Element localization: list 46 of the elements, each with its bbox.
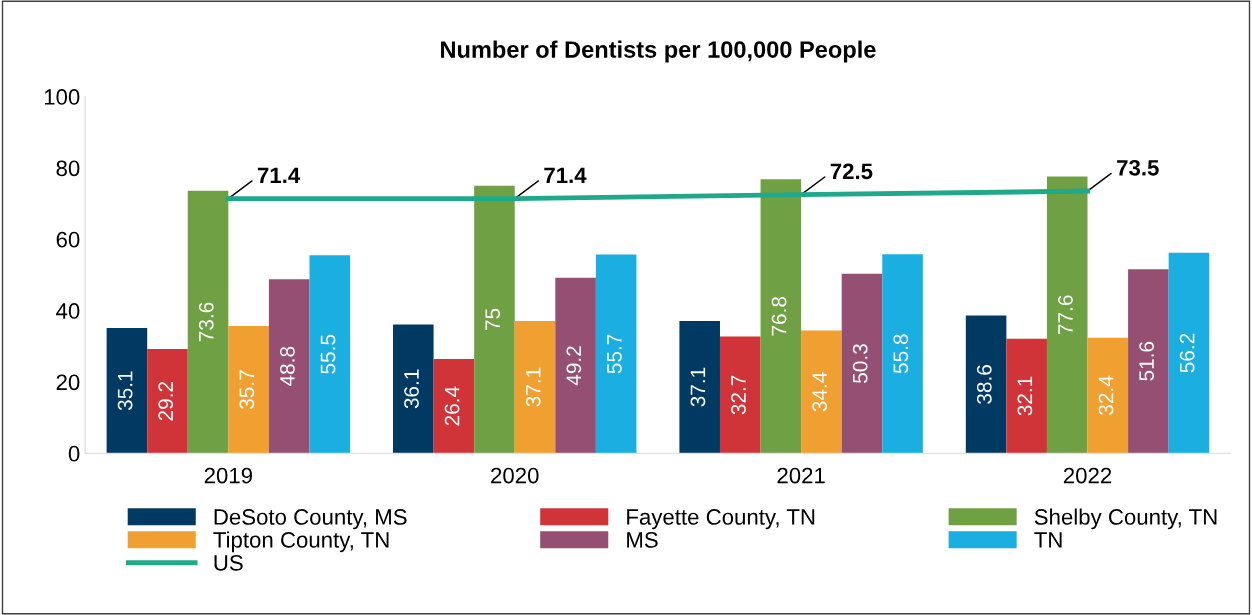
legend-label: Shelby County, TN	[1034, 508, 1217, 530]
data-label: 29.2	[158, 381, 174, 421]
data-label: 55.8	[893, 334, 909, 374]
data-label: 75	[485, 308, 501, 331]
x-tick-label: 2022	[1063, 467, 1112, 484]
data-label: 56.2	[1179, 333, 1195, 373]
x-tick-label: 2019	[204, 467, 252, 484]
data-label: 49.2	[566, 346, 582, 386]
data-label: 77.6	[1058, 295, 1073, 335]
data-label: 48.8	[280, 346, 295, 387]
data-label: 71.4	[257, 167, 301, 183]
data-label: 72.5	[830, 163, 873, 180]
data-label: 32.4	[1098, 375, 1114, 415]
data-label: 35.7	[239, 370, 255, 410]
data-label: 51.6	[1139, 341, 1154, 381]
y-tick-label: 0	[68, 445, 80, 462]
data-label: 34.4	[812, 372, 827, 412]
data-label: 37.1	[690, 367, 706, 407]
y-tick-label: 40	[56, 303, 80, 319]
chart-title: Number of Dentists per 100,000 People	[441, 40, 876, 63]
y-tick-label: 80	[56, 160, 80, 177]
data-label: 76.8	[771, 296, 787, 336]
legend-label: Tipton County, TN	[213, 531, 389, 553]
data-label: 50.3	[852, 344, 868, 383]
data-label: 73.5	[1117, 159, 1159, 176]
y-tick-label: 100	[44, 89, 80, 105]
legend-label: TN	[1034, 532, 1062, 548]
y-tick-label: 60	[56, 231, 80, 248]
legend-label: DeSoto County, MS	[214, 509, 407, 530]
data-label: 32.7	[731, 375, 746, 415]
data-label: 71.4	[544, 167, 587, 183]
data-label: 73.6	[198, 302, 214, 342]
x-tick-label: 2020	[491, 467, 539, 484]
data-label: 55.7	[607, 334, 622, 374]
legend-label: MS	[627, 532, 658, 548]
data-label: 38.6	[976, 365, 992, 404]
data-label: 37.1	[525, 367, 541, 407]
y-tick-label: 20	[56, 374, 80, 391]
x-tick-label: 2021	[777, 467, 825, 484]
legend-label: US	[214, 554, 243, 571]
data-label: 36.1	[404, 369, 419, 409]
data-label: 35.1	[117, 371, 133, 411]
data-label: 26.4	[444, 386, 460, 426]
data-label: 55.5	[320, 334, 336, 374]
legend-label: Fayette County, TN	[627, 509, 815, 530]
data-label: 32.1	[1017, 376, 1033, 416]
